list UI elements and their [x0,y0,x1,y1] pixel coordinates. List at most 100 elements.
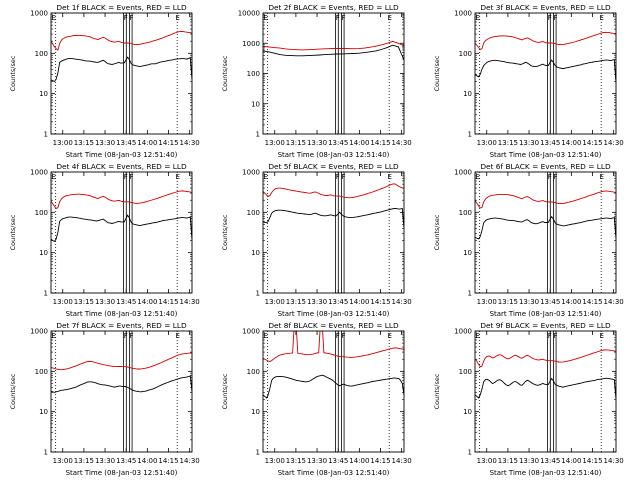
flag-label: E [475,332,479,340]
flag-box [335,171,339,294]
flag-label: F [554,14,558,22]
x-tick-label: 13:45 [328,298,348,306]
series-line-lld [475,190,616,209]
y-tick-label: 100 [247,368,260,376]
y-tick-label: 1000 [242,169,260,177]
x-tick-label: 13:30 [519,139,539,147]
x-tick-label: 14:15 [158,139,178,147]
flag-label: F [130,332,134,340]
x-tick-label: 14:00 [137,457,157,465]
y-tick-label: 10 [463,249,472,257]
x-tick-label: 13:45 [116,298,136,306]
series-line-lld [51,190,192,209]
x-tick-label: 13:00 [265,457,285,465]
y-tick-label: 1 [256,131,260,139]
series-line-events [51,375,192,393]
series-line-events [475,59,616,84]
flag-label: E [475,14,479,22]
x-axis-label: Start Time (08-Jan-03 12:51:40) [66,151,178,159]
x-axis-label: Start Time (08-Jan-03 12:51:40) [490,469,602,477]
flag-label: F [124,14,128,22]
chart-title: Det 6f BLACK = Events, RED = LLD [480,162,611,171]
x-tick-label: 14:30 [604,298,624,306]
series-line-lld [51,352,192,371]
x-tick-label: 13:30 [95,139,115,147]
y-tick-label: 1000 [454,10,472,18]
x-tick-label: 14:15 [370,457,390,465]
chart-title: Det 5f BLACK = Events, RED = LLD [268,162,399,171]
y-tick-label: 1000 [30,169,48,177]
x-tick-label: 13:30 [307,457,327,465]
flag-label: F [554,332,558,340]
x-tick-label: 13:15 [74,298,94,306]
y-tick-label: 1 [256,449,260,457]
flag-box [552,171,557,294]
x-tick-label: 14:15 [158,298,178,306]
x-tick-label: 14:15 [582,298,602,306]
plot-frame [50,12,193,135]
x-tick-label: 14:00 [137,139,157,147]
x-tick-label: 14:30 [180,139,200,147]
chart-title: Det 3f BLACK = Events, RED = LLD [480,3,611,12]
series-line-lld [475,349,616,368]
flag-label: F [336,14,340,22]
flag-label: E [51,173,55,181]
flag-label: E [600,332,604,340]
x-tick-label: 13:15 [286,457,306,465]
y-tick-label: 100 [35,50,48,58]
flag-box [547,171,551,294]
x-tick-label: 14:00 [561,298,581,306]
y-axis-label: Counts/sec [9,55,17,91]
y-axis-label: Counts/sec [433,55,441,91]
flag-box [335,12,339,135]
flag-label: E [388,14,392,22]
y-tick-label: 10 [251,100,260,108]
x-tick-label: 14:00 [349,139,369,147]
flag-box [552,330,557,453]
flag-label: F [548,14,552,22]
x-tick-label: 13:00 [477,457,497,465]
plot-frame [474,330,617,453]
y-tick-label: 1 [468,290,472,298]
plot-frame [262,171,405,294]
chart-title: Det 9f BLACK = Events, RED = LLD [480,321,611,330]
flag-label: F [548,173,552,181]
flag-box [128,12,133,135]
flag-box [128,330,133,453]
y-tick-label: 10 [251,249,260,257]
flag-label: F [124,173,128,181]
flag-label: F [130,14,134,22]
flag-label: E [263,332,267,340]
x-tick-label: 13:45 [540,298,560,306]
flag-label: F [342,173,346,181]
y-tick-label: 1000 [242,40,260,48]
chart-panel-9: Det 9f BLACK = Events, RED = LLD Counts/s… [433,321,624,477]
chart-title: Det 7f BLACK = Events, RED = LLD [56,321,187,330]
chart-panel-7: Det 7f BLACK = Events, RED = LLD Counts/s… [9,321,200,477]
x-tick-label: 13:15 [74,139,94,147]
x-tick-label: 13:45 [116,139,136,147]
y-tick-label: 10000 [238,10,260,18]
chart-panel-5: Det 5f BLACK = Events, RED = LLD Counts/s… [221,162,412,318]
series-line-events [51,214,192,242]
flag-label: E [176,173,180,181]
flag-box [552,12,557,135]
flag-label: F [124,332,128,340]
y-axis-label: Counts/sec [221,214,229,250]
x-tick-label: 14:15 [582,139,602,147]
x-tick-label: 13:15 [498,139,518,147]
x-tick-label: 13:00 [265,298,285,306]
y-axis-label: Counts/sec [433,214,441,250]
x-tick-label: 14:30 [180,457,200,465]
x-tick-label: 13:15 [286,139,306,147]
flag-label: E [176,14,180,22]
flag-label: F [342,14,346,22]
flag-label: E [600,14,604,22]
flag-box [128,171,133,294]
x-tick-label: 14:30 [180,298,200,306]
x-tick-label: 14:00 [561,139,581,147]
series-line-events [263,207,404,229]
x-tick-label: 14:00 [349,298,369,306]
x-tick-label: 13:15 [498,298,518,306]
series-line-lld [263,331,404,362]
